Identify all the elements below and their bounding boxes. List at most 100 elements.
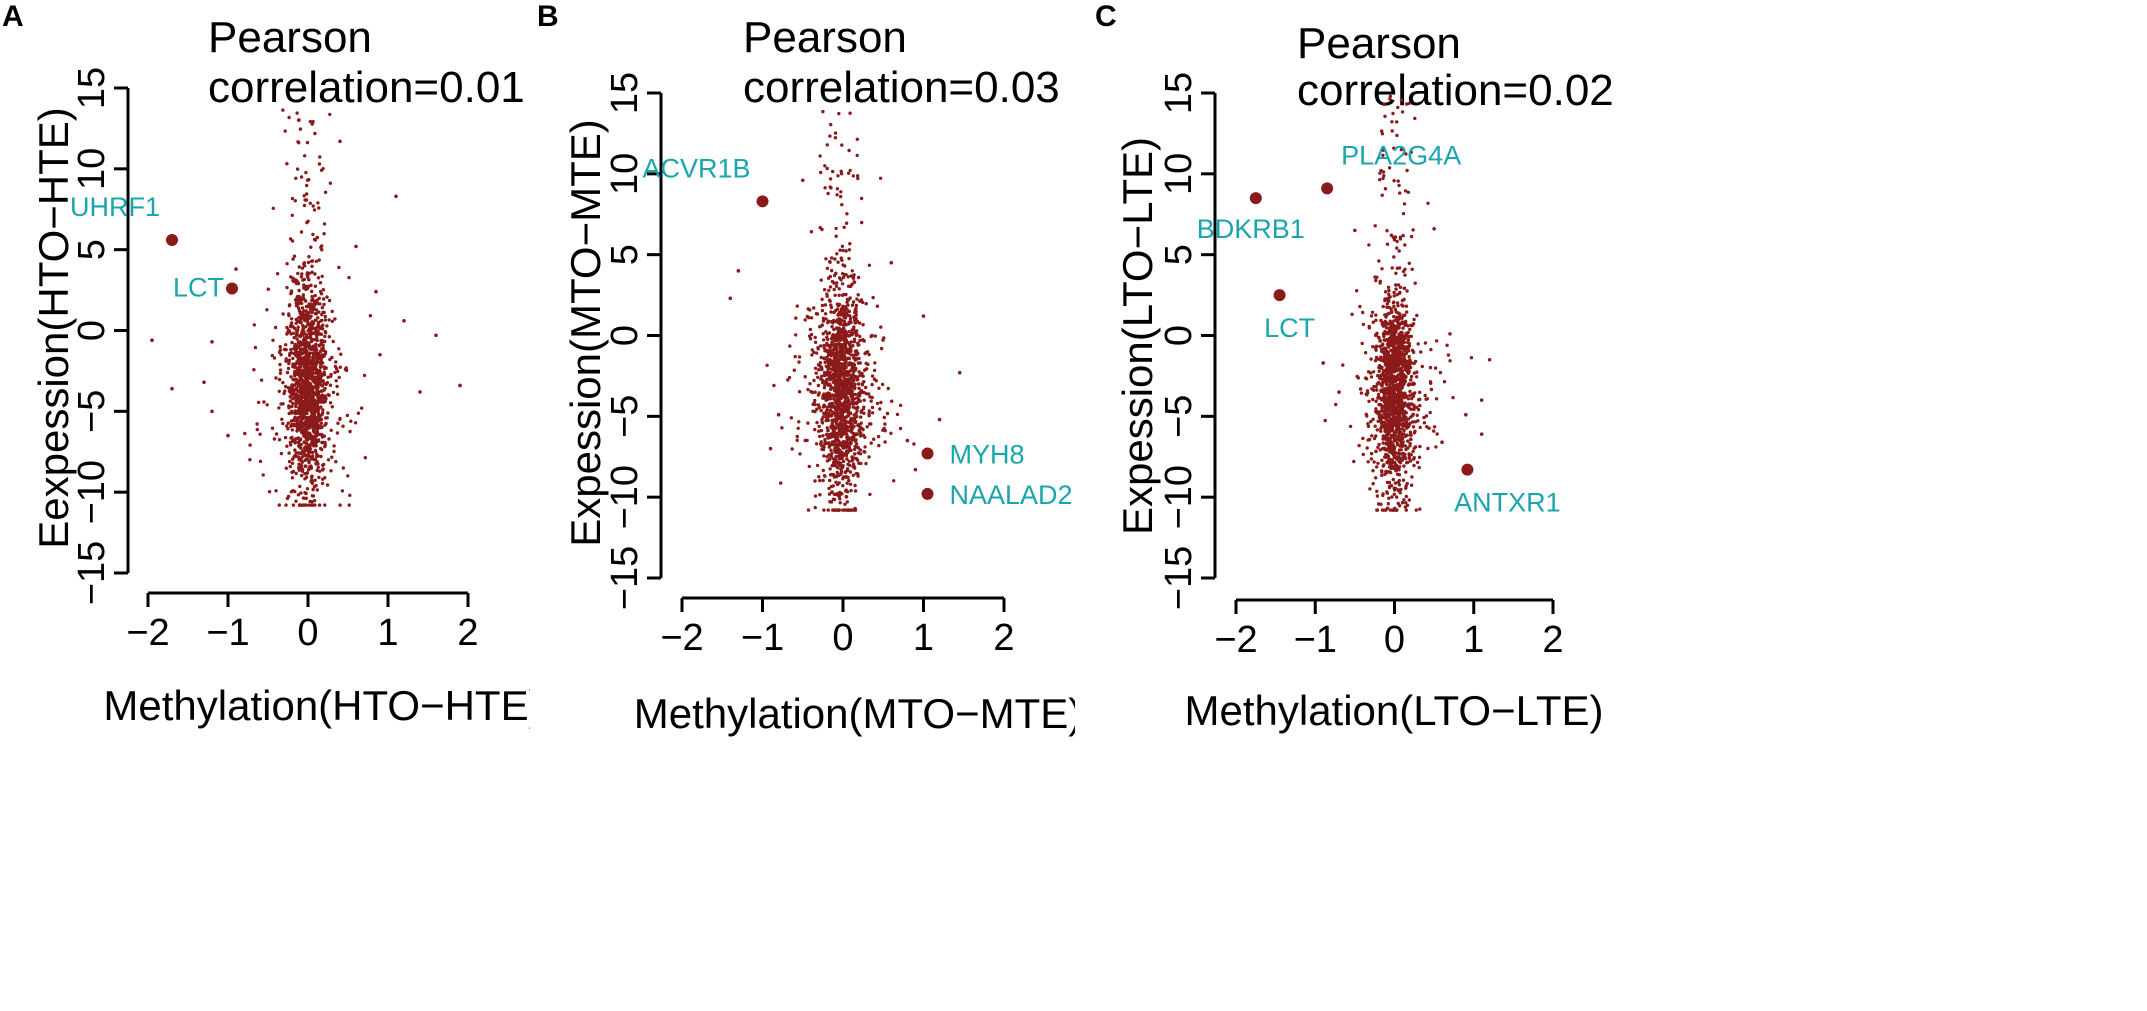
- data-point: [294, 347, 298, 351]
- data-point: [1348, 424, 1353, 429]
- data-point: [772, 383, 776, 388]
- data-point: [829, 484, 834, 489]
- data-point: [316, 320, 321, 325]
- data-point: [1402, 498, 1406, 502]
- data-point: [320, 432, 324, 437]
- data-point: [1378, 279, 1382, 283]
- data-point: [844, 495, 849, 499]
- data-point: [320, 326, 324, 331]
- data-point: [1396, 417, 1401, 422]
- data-point: [826, 436, 830, 440]
- data-point: [1384, 442, 1388, 446]
- data-point: [297, 438, 302, 443]
- data-point: [838, 248, 842, 252]
- data-point: [1438, 370, 1443, 375]
- data-point: [828, 467, 832, 471]
- chart-title-line1: Pearson: [208, 13, 372, 62]
- data-point: [813, 340, 818, 344]
- data-point: [853, 483, 857, 488]
- data-point: [1411, 228, 1415, 232]
- outlier-point: [394, 194, 398, 199]
- data-point: [1418, 425, 1422, 430]
- data-point: [331, 390, 336, 395]
- data-point: [1379, 373, 1383, 378]
- data-point: [300, 272, 304, 276]
- data-point: [287, 304, 292, 308]
- data-point: [1378, 171, 1382, 175]
- chart-title-line1: Pearson: [1297, 19, 1461, 68]
- data-point: [314, 462, 318, 466]
- data-point: [323, 314, 327, 319]
- data-point: [290, 340, 294, 345]
- data-point: [790, 447, 794, 451]
- y-tick-label: 15: [604, 72, 646, 114]
- data-point: [334, 460, 338, 464]
- data-point: [1385, 305, 1389, 309]
- data-point: [848, 361, 852, 365]
- data-point: [1391, 443, 1395, 447]
- data-point: [833, 379, 838, 383]
- data-point: [305, 404, 310, 408]
- data-point: [1399, 448, 1403, 452]
- data-point: [277, 389, 281, 393]
- data-point: [856, 451, 860, 455]
- data-point: [854, 313, 858, 317]
- data-point: [284, 466, 288, 470]
- data-point: [1361, 322, 1366, 327]
- data-point: [838, 335, 843, 339]
- data-point: [841, 477, 845, 481]
- data-point: [823, 373, 827, 378]
- data-point: [816, 347, 820, 351]
- data-point: [851, 276, 856, 280]
- data-point: [830, 440, 835, 444]
- data-point: [831, 473, 835, 477]
- data-point: [1402, 286, 1407, 290]
- data-point: [319, 356, 323, 361]
- data-point: [307, 398, 311, 402]
- data-point: [846, 275, 850, 279]
- data-point: [795, 438, 799, 442]
- data-point: [252, 323, 256, 327]
- data-point: [1428, 365, 1433, 370]
- data-point: [834, 226, 838, 231]
- data-point: [278, 362, 282, 367]
- data-point: [255, 422, 259, 426]
- data-point: [277, 350, 282, 354]
- data-point: [1377, 380, 1381, 385]
- data-point: [320, 353, 325, 357]
- data-point: [314, 368, 318, 372]
- data-point: [1392, 363, 1397, 367]
- data-point: [322, 310, 326, 315]
- data-point: [315, 488, 319, 492]
- data-point: [323, 386, 327, 391]
- data-point: [822, 343, 826, 348]
- data-point: [845, 369, 849, 374]
- data-point: [1375, 428, 1379, 432]
- data-point: [847, 330, 851, 334]
- data-point: [860, 220, 864, 225]
- data-point: [302, 194, 306, 198]
- data-point: [305, 140, 310, 145]
- data-point: [330, 309, 334, 314]
- data-point: [283, 389, 287, 393]
- data-point: [835, 307, 840, 311]
- data-point: [839, 194, 843, 199]
- data-point: [823, 312, 828, 316]
- data-point: [848, 482, 853, 486]
- data-point: [323, 329, 327, 334]
- data-point: [321, 379, 325, 383]
- data-point: [1394, 287, 1398, 291]
- data-point: [1357, 443, 1361, 448]
- data-point: [319, 292, 324, 296]
- data-point: [852, 340, 856, 344]
- data-point: [850, 303, 855, 307]
- data-point: [845, 490, 850, 494]
- y-axis-label: Eexpession(HTO−HTE): [30, 107, 77, 549]
- data-point: [830, 401, 834, 406]
- data-point: [847, 478, 851, 483]
- data-point: [837, 310, 842, 315]
- data-point: [1379, 355, 1383, 359]
- data-point: [1403, 189, 1408, 193]
- data-point: [837, 354, 842, 359]
- data-point: [828, 397, 833, 401]
